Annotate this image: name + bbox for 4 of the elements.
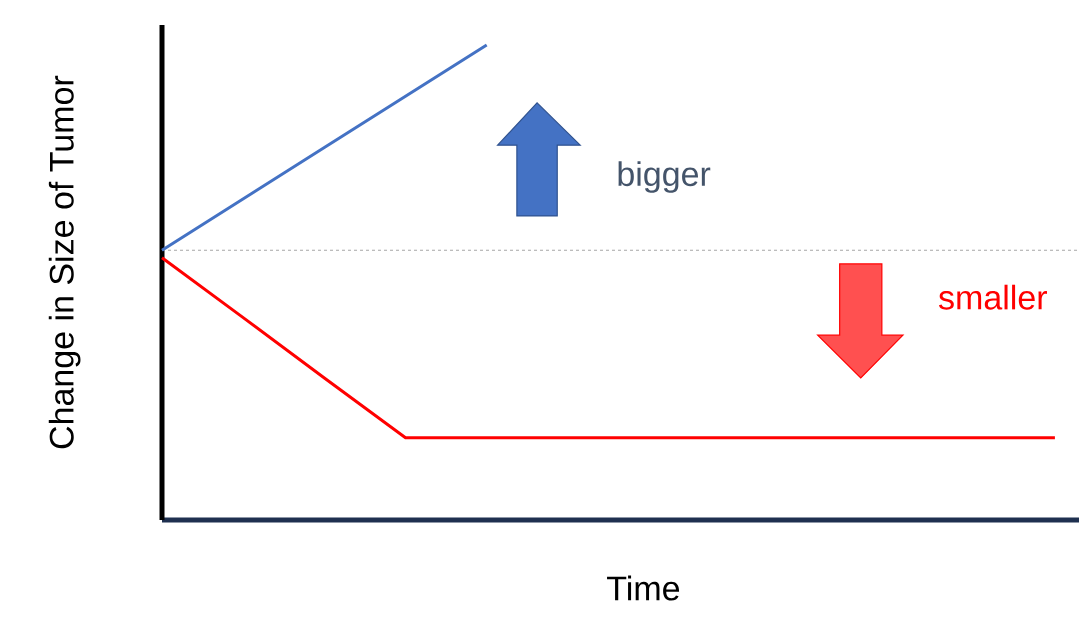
y-axis-title: Change in Size of Tumor bbox=[48, 75, 81, 449]
annotation: smaller bbox=[938, 284, 1048, 310]
x-axis-title: Time bbox=[607, 575, 680, 601]
annotation: bigger bbox=[618, 161, 711, 193]
